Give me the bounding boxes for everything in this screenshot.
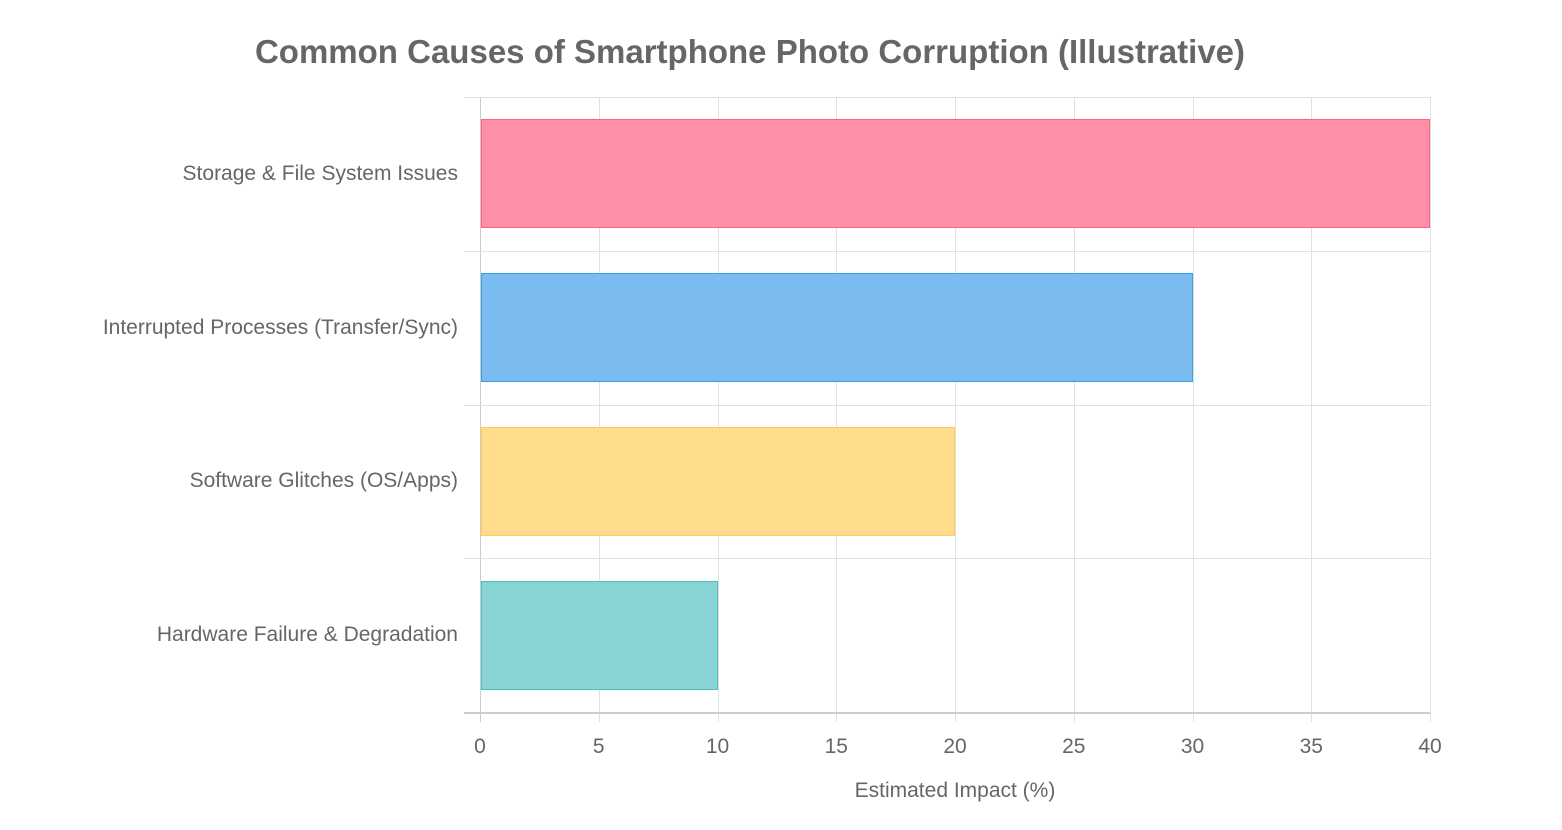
vertical-gridline	[836, 97, 838, 722]
y-axis-label: Storage & File System Issues	[182, 161, 458, 185]
y-axis-label: Hardware Failure & Degradation	[156, 623, 458, 647]
x-tick-label: 30	[1180, 735, 1205, 758]
bar[interactable]	[481, 119, 1430, 229]
x-tick-label: 15	[824, 735, 848, 758]
x-tick-label: 10	[705, 735, 730, 758]
plot-area	[464, 97, 1431, 722]
vertical-gridline	[1192, 97, 1194, 722]
horizontal-gridline	[464, 250, 1430, 252]
bar[interactable]	[481, 426, 955, 536]
bar[interactable]	[481, 580, 718, 690]
x-tick-label: 20	[943, 735, 967, 758]
x-axis-title: Estimated Impact (%)	[854, 779, 1056, 802]
y-axis-label: Software Glitches (OS/Apps)	[189, 469, 458, 493]
vertical-gridline	[480, 97, 481, 722]
horizontal-gridline	[464, 404, 1430, 406]
y-axis-label: Interrupted Processes (Transfer/Sync)	[102, 315, 458, 339]
vertical-gridline	[717, 97, 719, 722]
x-tick-label: 0	[474, 735, 486, 758]
x-tick-label: 25	[1062, 735, 1086, 758]
vertical-gridline	[955, 97, 956, 722]
chart-title: Common Causes of Smartphone Photo Corrup…	[254, 33, 1246, 70]
vertical-gridline	[1430, 97, 1431, 722]
x-tick-label: 40	[1418, 735, 1442, 758]
bar[interactable]	[481, 273, 1193, 383]
x-tick-label: 35	[1299, 735, 1323, 758]
x-tick-label: 5	[592, 735, 605, 758]
vertical-gridline	[1311, 97, 1313, 722]
x-axis-line	[464, 712, 1430, 714]
vertical-gridline	[598, 97, 600, 722]
horizontal-gridline	[464, 558, 1430, 560]
horizontal-gridline	[464, 97, 1430, 98]
vertical-gridline	[1073, 97, 1075, 722]
